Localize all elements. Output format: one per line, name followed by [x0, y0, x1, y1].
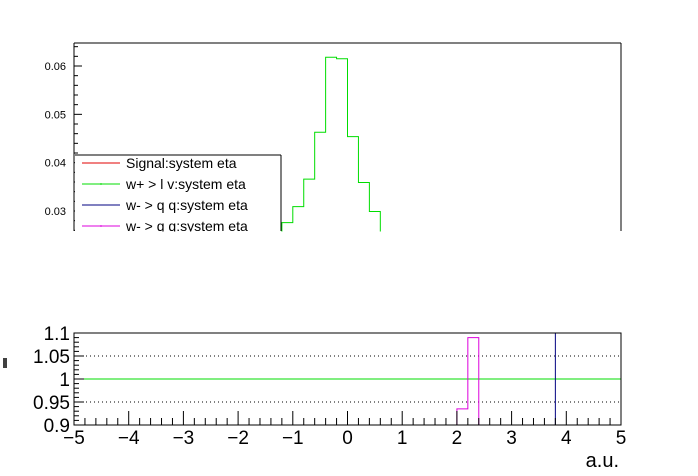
top-y-ticks: 0.03 0.04 0.05 0.06	[45, 46, 82, 231]
bottom-y-tick-label: 1	[59, 370, 70, 391]
bottom-y-tick-label: 0.95	[33, 393, 70, 414]
bottom-x-tick-label: 2	[452, 428, 463, 449]
top-panel-clip-cover	[60, 231, 660, 332]
bottom-x-tick-label: 1	[397, 428, 408, 449]
legend-label-wminus-1: w- > q q:system eta	[125, 197, 248, 213]
legend-entry: w- > q q:system eta	[82, 197, 248, 213]
top-y-tick-label: 0.05	[45, 109, 66, 121]
legend: Signal:system eta w+ > l v:system eta w-…	[75, 154, 282, 235]
bottom-y-tick-label: 0.9	[44, 416, 70, 437]
legend-entry: Signal:system eta	[82, 155, 237, 171]
bottom-y-tick-label: 1.05	[33, 347, 70, 368]
y-axis-label-fragment	[3, 358, 7, 368]
bottom-y-tick-label: 1.1	[44, 324, 70, 345]
bottom-magenta-histogram	[456, 337, 480, 425]
top-histogram-line	[270, 56, 403, 234]
top-y-tick-label: 0.04	[45, 158, 66, 170]
legend-label-wplus: w+ > l v:system eta	[125, 176, 246, 192]
legend-marker-wplus	[100, 183, 102, 185]
bottom-x-ticks: −5 −4 −3 −2 −1 0 1 2 3 4 5	[63, 411, 626, 449]
bottom-x-tick-label: 0	[342, 428, 353, 449]
bottom-x-tick-label: −5	[63, 428, 85, 449]
bottom-x-tick-label: −4	[118, 428, 140, 449]
bottom-x-tick-label: −2	[227, 428, 249, 449]
legend-marker-wminus-2	[100, 225, 102, 227]
bottom-x-tick-label: 4	[561, 428, 572, 449]
bottom-x-tick-label: −3	[173, 428, 195, 449]
top-y-tick-label: 0.03	[45, 206, 66, 218]
top-y-tick-label: 0.06	[45, 61, 66, 73]
legend-box	[75, 155, 281, 235]
bottom-x-tick-label: 5	[616, 428, 627, 449]
legend-label-wminus-2: w- > q q:system eta	[125, 218, 248, 234]
bottom-x-tick-label: 3	[506, 428, 517, 449]
x-axis-title: a.u.	[586, 450, 619, 472]
legend-label-signal: Signal:system eta	[126, 155, 237, 171]
legend-entry: w+ > l v:system eta	[82, 176, 246, 192]
bottom-x-tick-label: −1	[282, 428, 304, 449]
legend-entry: w- > q q:system eta	[82, 218, 248, 234]
top-panel: 0.03 0.04 0.05 0.06 Signal:system eta w+ > …	[45, 42, 660, 332]
